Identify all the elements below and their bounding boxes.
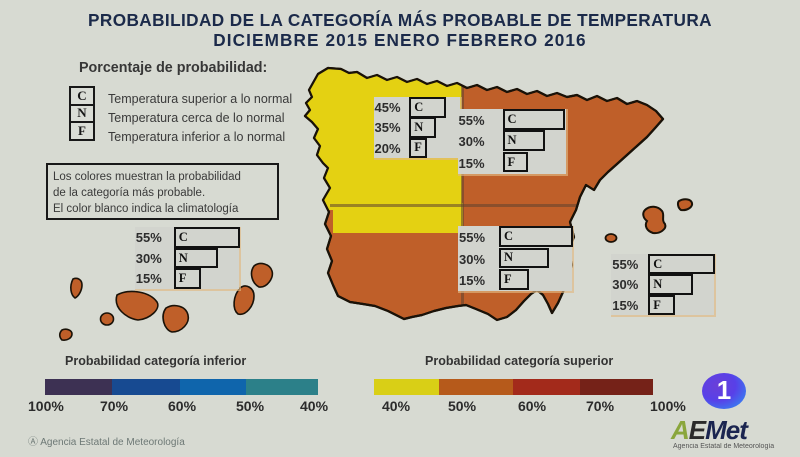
svg-text:1: 1 [717, 375, 731, 405]
